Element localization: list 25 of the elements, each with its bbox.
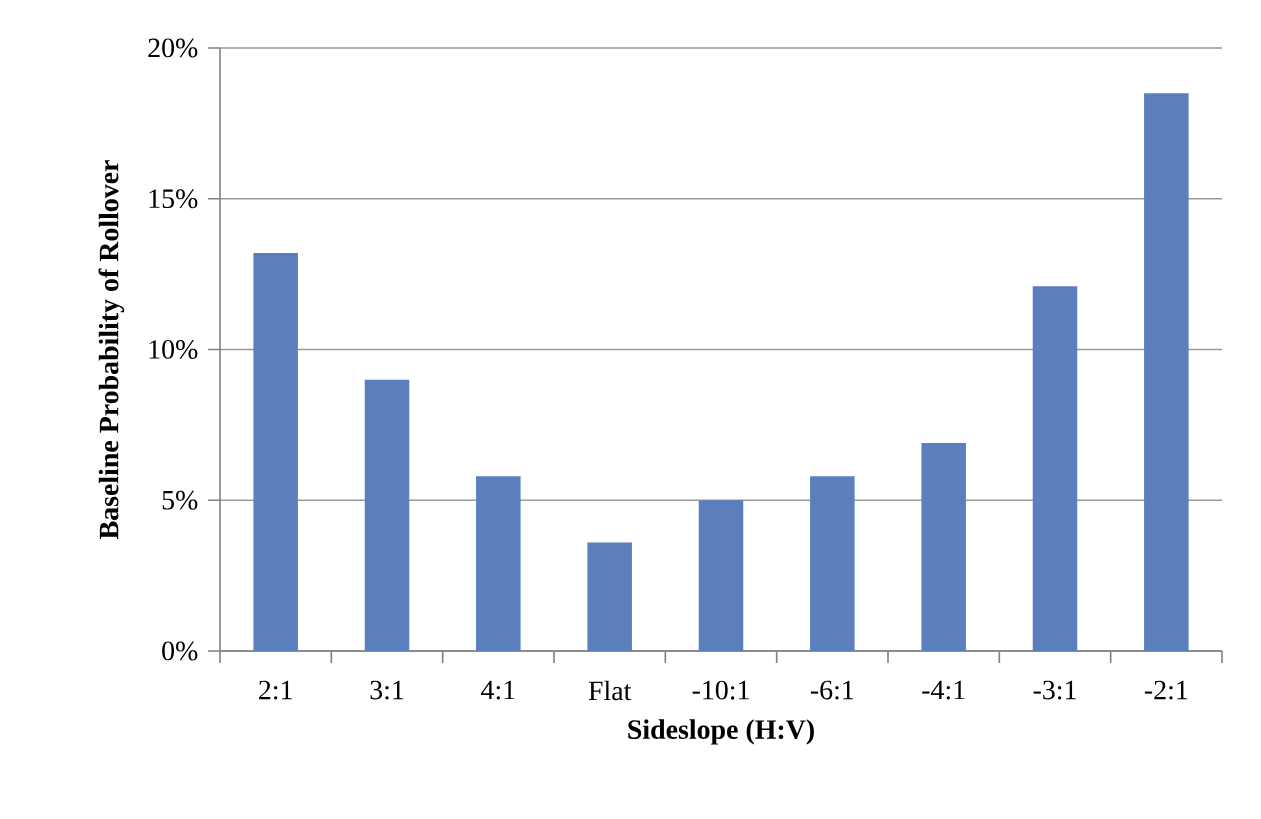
bar	[587, 542, 632, 651]
bar	[364, 379, 410, 651]
bar	[476, 476, 521, 651]
x-tick-label: -6:1	[810, 680, 854, 700]
x-tick-label: -2:1	[1144, 680, 1188, 700]
bar	[921, 442, 966, 651]
bar	[698, 500, 744, 651]
bar	[810, 476, 855, 651]
x-tick-label: 3:1	[370, 680, 404, 700]
x-tick-label: -4:1	[922, 680, 965, 700]
x-tick-label: -3:1	[1033, 680, 1076, 700]
y-axis-title: Baseline Probability of Rollover	[98, 160, 125, 539]
y-tick-label: 5%	[162, 490, 198, 510]
bar	[1144, 93, 1189, 651]
x-axis-title: Sideslope (H:V)	[628, 719, 814, 745]
x-tick-label: Flat	[588, 680, 632, 701]
y-tick-label: 0%	[162, 641, 198, 661]
bar	[253, 253, 298, 651]
y-tick-label: 15%	[149, 189, 198, 209]
bar	[1032, 286, 1078, 651]
x-tick-label: -10:1	[692, 680, 749, 700]
x-tick-label: 2:1	[259, 680, 292, 700]
y-tick-label: 20%	[148, 38, 198, 58]
y-tick-label: 10%	[149, 340, 198, 359]
x-tick-label: 4:1	[481, 680, 515, 700]
